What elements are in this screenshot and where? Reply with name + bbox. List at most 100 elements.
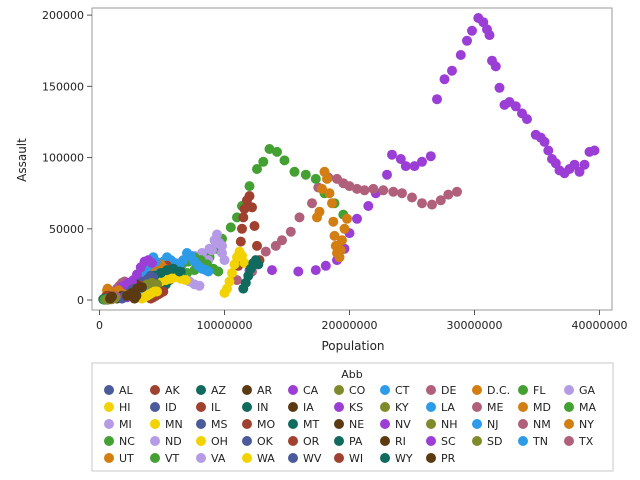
legend-marker [242,436,252,446]
legend-label: MS [211,418,227,431]
data-point [294,212,305,223]
x-tick-label: 20000000 [322,319,378,332]
legend-entry-NH: NH [426,418,458,431]
legend-frame [91,362,614,472]
legend-marker [150,385,160,395]
data-point [225,222,236,233]
legend-marker [518,419,528,429]
data-point [368,183,379,194]
data-point [320,260,331,271]
series-IL [233,191,265,271]
legend-marker [196,419,206,429]
data-point [137,282,147,293]
data-point [203,266,214,277]
data-point [490,61,501,72]
legend-label: OH [211,435,228,448]
legend-marker [380,402,390,412]
legend-marker [426,385,436,395]
legend-marker [242,453,252,463]
legend-marker [334,453,344,463]
legend-label: MD [533,401,551,414]
data-point [314,206,325,217]
legend-marker [288,453,298,463]
legend-entry-GA: GA [564,384,596,397]
legend-label: NE [349,418,364,431]
legend-label: AZ [211,384,227,397]
data-point [253,259,264,270]
legend-entry-MT: MT [288,418,319,431]
data-point [455,50,466,60]
legend-label: CO [349,384,366,397]
legend-label: MN [165,418,183,431]
data-point [212,229,222,240]
x-tick-label: 30000000 [447,319,503,332]
legend-entry-DE: DE [426,384,456,397]
data-point [447,65,457,76]
axes: 0 10000000 20000000 30000000 40000000 0 50000 1… [42,9,628,332]
legend-label: TX [578,435,594,448]
legend-entry-NY: NY [564,418,594,431]
data-point [359,185,370,196]
legend-marker [196,402,206,412]
legend-label: WY [395,452,413,465]
data-point [293,266,304,277]
y-tick-label: 0 [77,294,84,307]
legend-marker [426,453,436,463]
legend-label: PA [349,435,363,448]
x-tick-label: 40000000 [572,319,628,332]
legend-entry-WA: WA [242,452,275,465]
legend-entry-NJ: NJ [472,418,498,431]
legend-label: KS [349,401,363,414]
data-point [335,245,346,256]
data-point [363,201,374,211]
x-axis-label: Population [321,339,384,353]
data-point [252,164,262,174]
data-point [237,223,247,234]
legend-entry-NE: NE [334,418,364,431]
legend-label: IL [211,401,221,414]
data-point [174,266,185,277]
data-point [252,240,262,251]
data-point [107,291,117,302]
data-point [443,189,454,200]
legend-marker [380,419,390,429]
legend-label: SD [487,435,502,448]
data-point [579,159,590,170]
data-point [382,169,392,180]
data-point [427,199,437,210]
legend-entry-VT: VT [150,452,180,465]
data-point [227,268,237,278]
legend-entry-PA: PA [334,435,363,448]
legend-label: NH [441,418,458,431]
legend-entry-MO: MO [242,418,275,431]
legend-label: PR [441,452,456,465]
legend-label: TN [532,435,548,448]
y-tick-label: 50000 [49,223,84,236]
legend-marker [104,453,114,463]
legend-marker [426,419,436,429]
legend-marker [288,385,298,395]
legend-marker [380,436,390,446]
data-point [339,223,350,234]
legend-label: KY [395,401,409,414]
legend-label: RI [395,435,406,448]
legend-entry-MI: MI [104,418,132,431]
legend-label: ND [165,435,182,448]
data-point [352,213,362,224]
data-point [300,169,311,180]
legend-entry-TX: TX [564,435,594,448]
data-point [272,146,282,157]
legend-marker [564,419,574,429]
data-point [569,159,580,170]
legend-marker [150,436,160,446]
data-point [324,188,335,199]
legend-label: UT [119,452,134,465]
legend-label: NY [579,418,594,431]
legend-entry-MD: MD [518,401,551,414]
legend-entry-IL: IL [196,401,221,414]
legend-entry-CA: CA [288,384,319,397]
legend-entry-PR: PR [426,452,456,465]
legend-marker [104,436,114,446]
legend-entry-ID: ID [150,401,177,414]
